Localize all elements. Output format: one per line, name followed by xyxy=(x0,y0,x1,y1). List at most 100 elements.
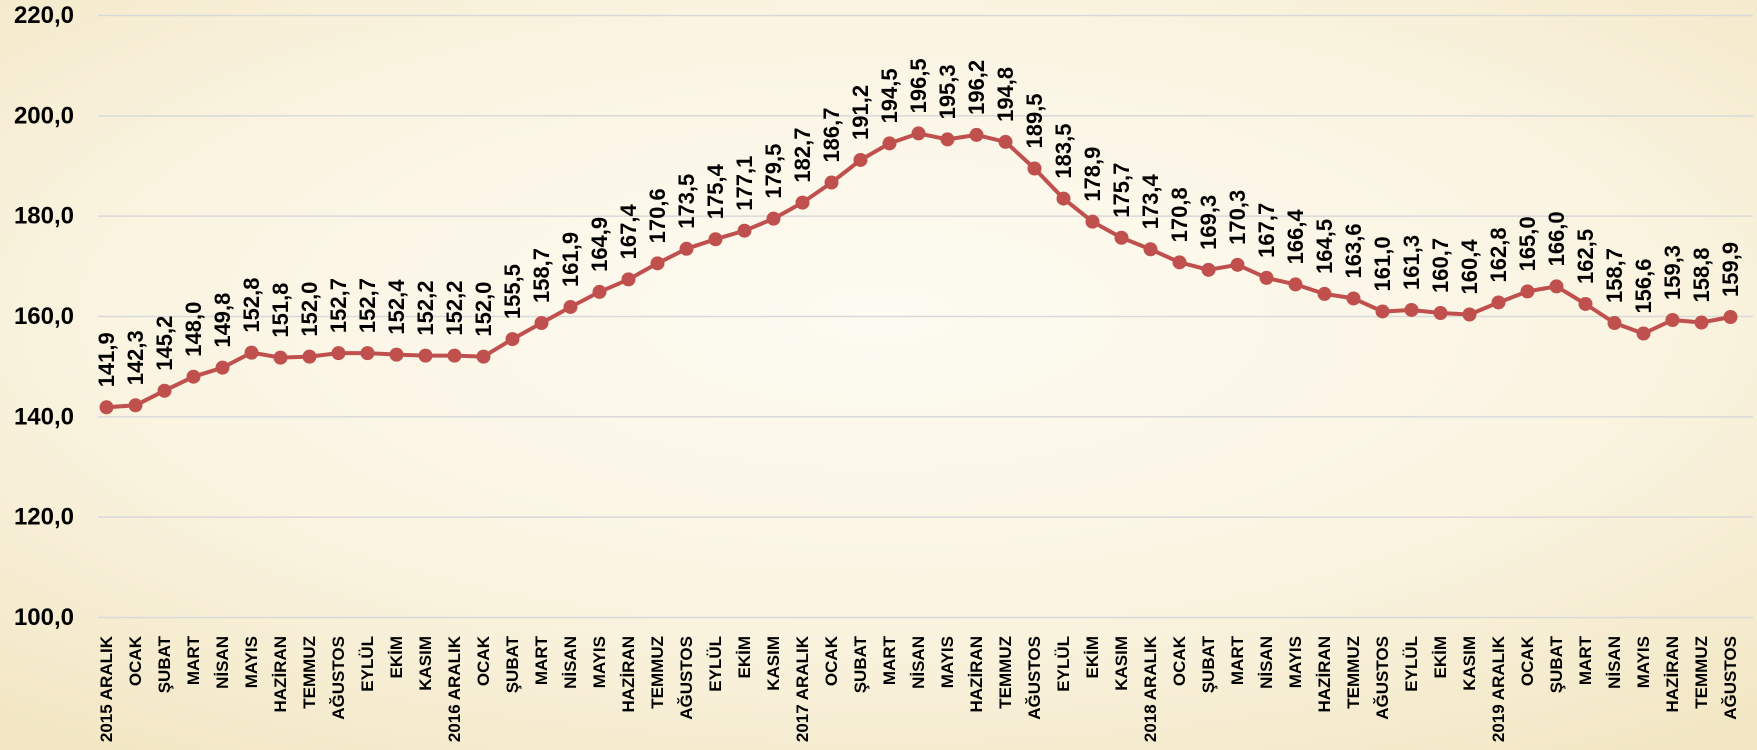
data-point xyxy=(998,134,1013,149)
x-tick-label: AĞUSTOS xyxy=(677,636,696,720)
data-label: 194,5 xyxy=(877,68,902,123)
data-label: 156,6 xyxy=(1631,258,1656,313)
data-label: 152,7 xyxy=(326,278,351,333)
data-point xyxy=(1607,316,1622,331)
data-point xyxy=(1346,291,1361,306)
data-point xyxy=(1288,277,1303,292)
x-tick-label: TEMMUZ xyxy=(300,636,319,709)
data-point xyxy=(215,360,230,375)
data-point xyxy=(679,241,694,256)
x-tick-label: HAZİRAN xyxy=(967,636,986,713)
x-tick-label: MART xyxy=(1576,635,1595,685)
data-label: 175,7 xyxy=(1109,163,1134,218)
data-point xyxy=(824,175,839,190)
y-tick-label: 220,0 xyxy=(14,2,74,29)
x-tick-label: OCAK xyxy=(822,635,841,686)
x-tick-label: MAYIS xyxy=(1286,636,1305,688)
data-label: 186,7 xyxy=(819,107,844,162)
x-tick-label: NİSAN xyxy=(1257,636,1276,689)
data-label: 148,0 xyxy=(181,302,206,357)
data-label: 152,2 xyxy=(442,281,467,336)
y-tick-label: 180,0 xyxy=(14,203,74,230)
x-tick-label: AĞUSTOS xyxy=(1373,636,1392,720)
gridlines xyxy=(98,14,1753,619)
data-label: 159,9 xyxy=(1718,242,1743,297)
x-tick-label: MAYIS xyxy=(938,636,957,688)
data-label: 183,5 xyxy=(1051,124,1076,179)
data-point xyxy=(476,349,491,364)
x-tick-label: OCAK xyxy=(1518,635,1537,686)
data-label: 142,3 xyxy=(123,330,148,385)
data-label: 178,9 xyxy=(1080,147,1105,202)
data-labels: 141,9 142,3 145,2 148,0 149,8 152,8 151,8 152,0… xyxy=(94,58,1743,387)
x-tick-label: OCAK xyxy=(1170,635,1189,686)
x-tick-label: MART xyxy=(1228,635,1247,685)
x-tick-label: HAZİRAN xyxy=(1663,636,1682,713)
data-label: 161,3 xyxy=(1399,235,1424,290)
data-point xyxy=(1578,296,1593,311)
data-point xyxy=(1694,315,1709,330)
x-tick-label: TEMMUZ xyxy=(648,636,667,709)
x-tick-label: KASIM xyxy=(1460,636,1479,691)
data-point xyxy=(1462,307,1477,322)
data-label: 152,2 xyxy=(413,281,438,336)
data-label: 162,5 xyxy=(1573,229,1598,284)
data-label: 158,7 xyxy=(529,248,554,303)
y-tick-label: 100,0 xyxy=(14,604,74,631)
data-point xyxy=(157,383,172,398)
data-label: 196,2 xyxy=(964,60,989,115)
x-tick-label: 2017 ARALIK xyxy=(793,635,812,742)
data-label: 170,8 xyxy=(1167,187,1192,242)
data-point xyxy=(447,348,462,363)
data-label: 160,7 xyxy=(1428,238,1453,293)
data-label: 141,9 xyxy=(94,332,119,387)
data-point xyxy=(418,348,433,363)
data-point xyxy=(389,347,404,362)
x-tick-label: ŞUBAT xyxy=(503,635,522,693)
x-tick-label: EYLÜL xyxy=(1054,636,1073,692)
data-label: 155,5 xyxy=(500,264,525,319)
data-point xyxy=(1520,284,1535,299)
data-point xyxy=(1636,326,1651,341)
data-label: 173,4 xyxy=(1138,173,1163,229)
data-point xyxy=(1085,214,1100,229)
data-point xyxy=(1723,310,1738,325)
x-tick-label: 2019 ARALIK xyxy=(1489,635,1508,742)
data-label: 152,8 xyxy=(239,278,264,333)
x-tick-label: TEMMUZ xyxy=(1692,636,1711,709)
x-tick-label: MAYIS xyxy=(242,636,261,688)
x-tick-label: ŞUBAT xyxy=(1547,635,1566,693)
data-point xyxy=(1143,242,1158,257)
x-tick-label: NİSAN xyxy=(909,636,928,689)
x-tick-label: MART xyxy=(532,635,551,685)
data-point xyxy=(1491,295,1506,310)
data-label: 149,8 xyxy=(210,293,235,348)
data-point xyxy=(1027,161,1042,176)
x-tick-label: MART xyxy=(880,635,899,685)
data-label: 152,0 xyxy=(297,282,322,337)
x-tick-label: AĞUSTOS xyxy=(1025,636,1044,720)
x-tick-label: OCAK xyxy=(126,635,145,686)
x-tick-label: NİSAN xyxy=(213,636,232,689)
data-point xyxy=(737,223,752,238)
data-point xyxy=(1665,313,1680,328)
x-tick-label: KASIM xyxy=(416,636,435,691)
x-tick-label: AĞUSTOS xyxy=(329,636,348,720)
data-label: 166,0 xyxy=(1544,211,1569,266)
data-label: 152,0 xyxy=(471,282,496,337)
data-label: 179,5 xyxy=(761,144,786,199)
data-label: 167,4 xyxy=(616,204,641,260)
x-axis-labels: 2015 ARALIK OCAK ŞUBAT MART NİSAN MAYIS HAZİRA… xyxy=(97,635,1740,742)
data-point xyxy=(940,132,955,147)
x-tick-label: EKİM xyxy=(387,636,406,679)
data-label: 161,9 xyxy=(558,232,583,287)
x-tick-label: AĞUSTOS xyxy=(1721,636,1740,720)
data-label: 177,1 xyxy=(732,156,757,211)
data-point xyxy=(882,136,897,151)
data-label: 158,8 xyxy=(1689,247,1714,302)
data-label: 189,5 xyxy=(1022,93,1047,148)
x-tick-label: 2015 ARALIK xyxy=(97,635,116,742)
x-tick-label: KASIM xyxy=(764,636,783,691)
